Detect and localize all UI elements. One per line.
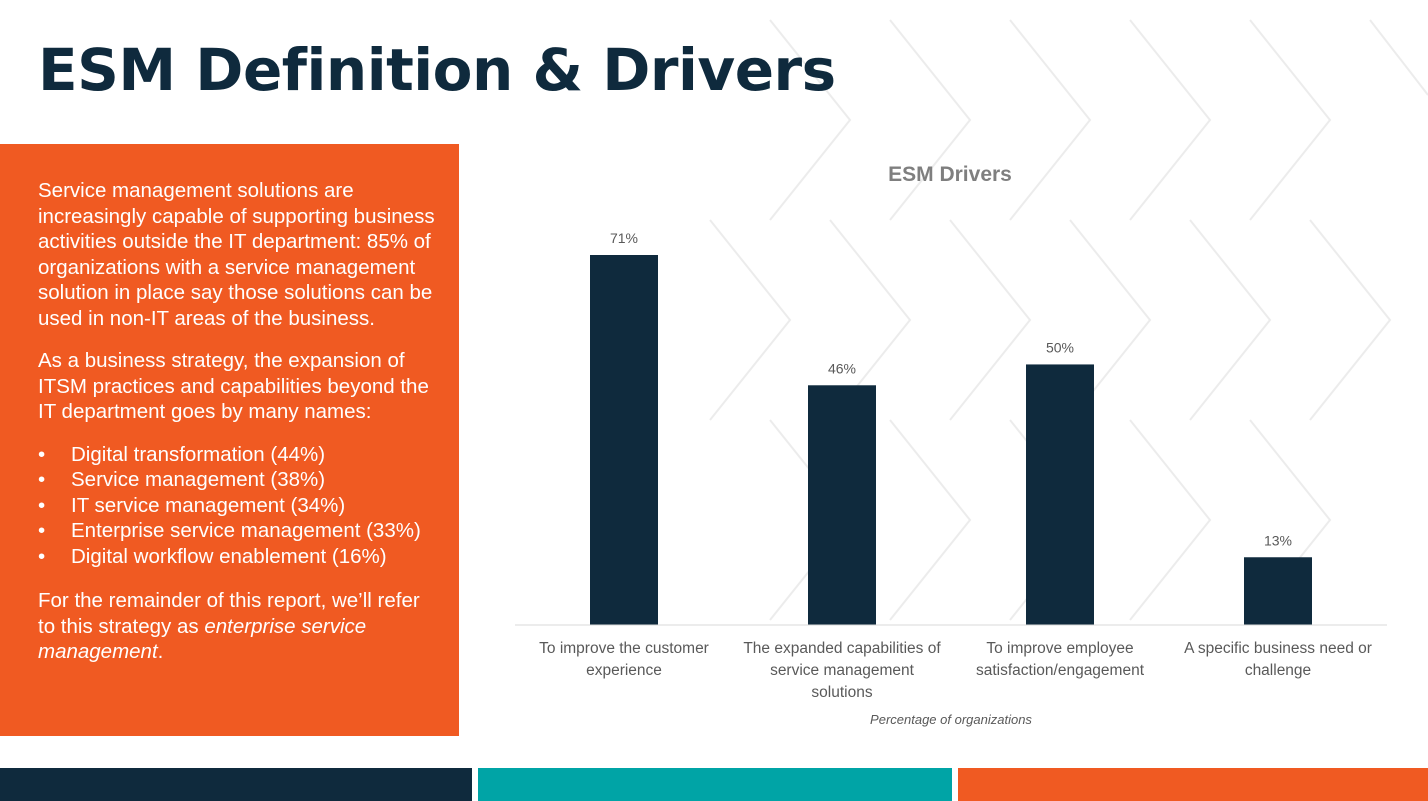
paragraph-3-end: . bbox=[157, 640, 164, 663]
data-label: 50% bbox=[1046, 339, 1074, 355]
esm-term: enterprise service management bbox=[38, 614, 367, 664]
esm-drivers-chart: ESM Drivers 71% To improve the customer exp… bbox=[500, 150, 1400, 740]
list-item: Digital workflow enablement (16%) bbox=[38, 544, 441, 570]
bar bbox=[808, 385, 876, 625]
bar bbox=[590, 255, 658, 625]
panel-paragraph-3: For the remainder of this report, we’ll … bbox=[38, 588, 441, 665]
list-item: Service management (38%) bbox=[38, 467, 441, 493]
data-label: 46% bbox=[828, 360, 856, 376]
list-item: Enterprise service management (33%) bbox=[38, 518, 441, 544]
definition-panel: Service management solutions are increas… bbox=[0, 144, 459, 736]
bar bbox=[1244, 557, 1312, 625]
paragraph-3-text: For the remainder of this report, we’ll … bbox=[38, 589, 420, 638]
category-label: To improve the customer experience bbox=[539, 640, 709, 679]
page-title: ESM Definition & Drivers bbox=[38, 36, 836, 104]
category-label: To improve employee satisfaction/engageme… bbox=[976, 640, 1145, 679]
chart-title: ESM Drivers bbox=[888, 163, 1012, 186]
category-label: A specific business need or challenge bbox=[1184, 640, 1372, 679]
list-item: Digital transformation (44%) bbox=[38, 442, 441, 468]
chart-svg: ESM Drivers 71% To improve the customer exp… bbox=[515, 163, 1387, 727]
panel-paragraph-2: As a business strategy, the expansion of… bbox=[38, 349, 429, 423]
x-axis-label: Percentage of organizations bbox=[870, 712, 1032, 727]
data-label: 13% bbox=[1264, 532, 1292, 548]
list-item: IT service management (34%) bbox=[38, 493, 441, 519]
panel-paragraph-1: Service management solutions are increas… bbox=[38, 179, 435, 330]
footer-bar-navy bbox=[0, 768, 472, 801]
bar bbox=[1026, 364, 1094, 625]
data-label: 71% bbox=[610, 230, 638, 246]
footer-bar-orange bbox=[958, 768, 1428, 801]
strategy-names-list: Digital transformation (44%) Service man… bbox=[38, 442, 441, 570]
category-label: The expanded capabilities of service mana… bbox=[743, 640, 941, 701]
footer-bar-teal bbox=[478, 768, 952, 801]
